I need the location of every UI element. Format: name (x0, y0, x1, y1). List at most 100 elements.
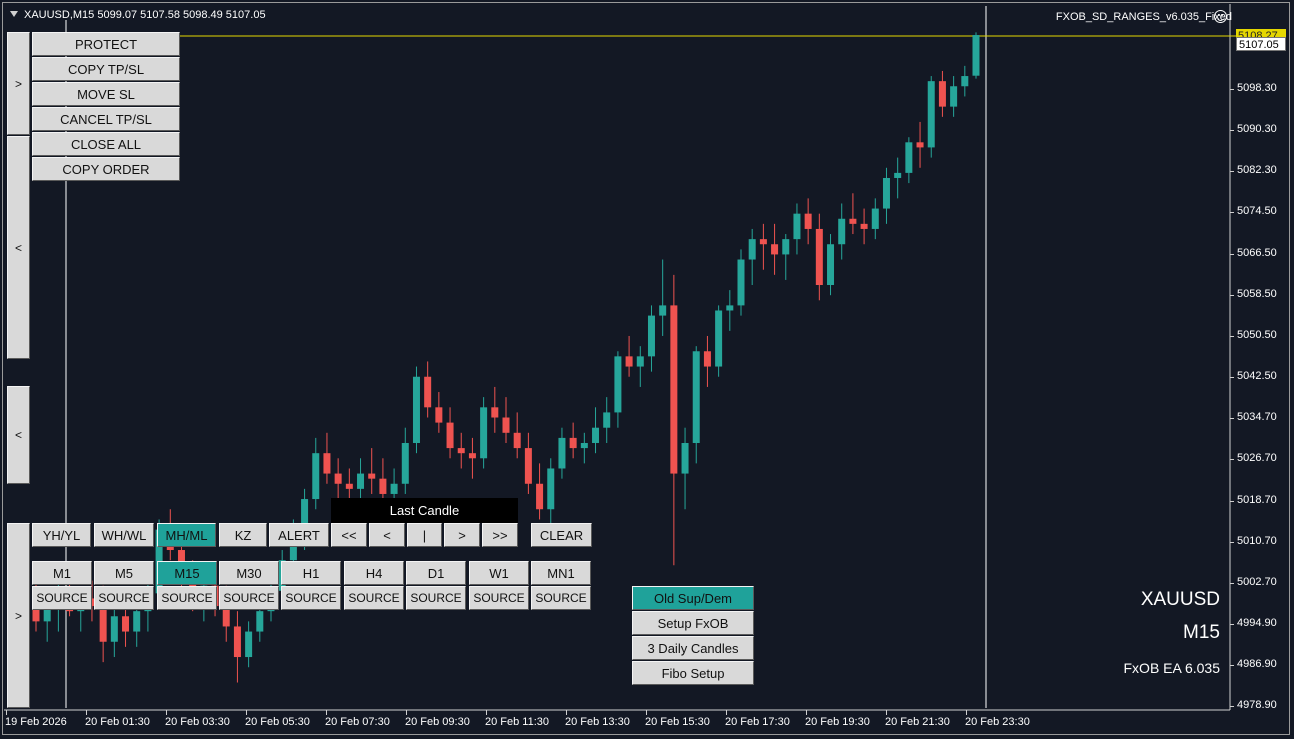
time-axis-tick (326, 710, 327, 715)
candle-body (312, 453, 320, 500)
price-axis-tick (1230, 171, 1234, 173)
candle (401, 427, 409, 494)
candle (670, 274, 678, 566)
first-candle-button[interactable]: << (331, 523, 367, 547)
candle-body (793, 213, 801, 240)
candle-body (110, 616, 118, 642)
time-axis-tick (6, 710, 7, 715)
prev-candle-button[interactable]: < (369, 523, 405, 547)
source-w1-button[interactable]: SOURCE (469, 586, 529, 610)
timeframe-m15-button[interactable]: M15 (157, 561, 217, 585)
collapse-triangle-icon[interactable] (10, 11, 18, 17)
price-axis-label: 5066.50 (1237, 246, 1277, 259)
clear-button[interactable]: CLEAR (531, 523, 592, 547)
source-m1-button[interactable]: SOURCE (32, 586, 92, 610)
smiley-face-icon (1214, 10, 1227, 23)
candle-body (938, 81, 946, 107)
last-candle-button[interactable]: >> (482, 523, 518, 547)
timeframe-h1-button[interactable]: H1 (281, 561, 341, 585)
side-toggle-upper[interactable]: < (7, 136, 30, 359)
source-m30-button[interactable]: SOURCE (219, 586, 279, 610)
price-axis-label: 5090.30 (1237, 123, 1277, 136)
protect-button[interactable]: PROTECT (32, 32, 180, 56)
timeframe-h4-button[interactable]: H4 (344, 561, 404, 585)
current-candle-button[interactable]: | (407, 523, 442, 547)
candle-body (737, 259, 745, 306)
price-axis-label: 5018.70 (1237, 493, 1277, 506)
setup-fxob-button[interactable]: Setup FxOB (632, 611, 754, 635)
source-h1-button[interactable]: SOURCE (281, 586, 341, 610)
candle-body (569, 437, 577, 449)
copy-tp-sl-button[interactable]: COPY TP/SL (32, 57, 180, 81)
last-candle-title: Last Candle (331, 498, 518, 523)
side-toggle-trade-panel[interactable]: > (7, 32, 30, 135)
close-all-button[interactable]: CLOSE ALL (32, 132, 180, 156)
candle-body (435, 407, 443, 423)
price-axis-label: 5050.50 (1237, 328, 1277, 341)
source-d1-button[interactable]: SOURCE (406, 586, 466, 610)
timeframe-d1-button[interactable]: D1 (406, 561, 466, 585)
timeframe-m5-button[interactable]: M5 (94, 561, 154, 585)
timeframe-w1-button[interactable]: W1 (469, 561, 529, 585)
candle (894, 157, 902, 199)
mh-ml-button[interactable]: MH/ML (157, 523, 216, 547)
candle (569, 422, 577, 459)
yh-yl-button[interactable]: YH/YL (32, 523, 91, 547)
candle (603, 397, 611, 443)
old-sup-dem-button[interactable]: Old Sup/Dem (632, 586, 754, 610)
cancel-tp-sl-button[interactable]: CANCEL TP/SL (32, 107, 180, 131)
price-axis-label: 5010.70 (1237, 534, 1277, 547)
time-axis-label: 20 Feb 05:30 (245, 716, 310, 728)
candle (827, 234, 835, 296)
source-m5-button[interactable]: SOURCE (94, 586, 154, 610)
price-axis-tick (1230, 130, 1234, 132)
copy-order-button[interactable]: COPY ORDER (32, 157, 180, 181)
timeframe-mn1-button[interactable]: MN1 (531, 561, 591, 585)
price-axis-label: 5058.50 (1237, 287, 1277, 300)
candle (480, 397, 488, 469)
timeframe-m1-button[interactable]: M1 (32, 561, 92, 585)
time-axis-label: 20 Feb 21:30 (885, 716, 950, 728)
candle (435, 392, 443, 433)
candle-body (827, 244, 835, 286)
candle-body (580, 442, 588, 449)
move-sl-button[interactable]: MOVE SL (32, 82, 180, 106)
price-axis-label: 5098.30 (1237, 82, 1277, 94)
symbol-header: XAUUSD,M15 5099.07 5107.58 5098.49 5107.… (10, 9, 266, 21)
candle-body (681, 442, 689, 474)
candle (636, 346, 644, 387)
timeframe-m30-button[interactable]: M30 (219, 561, 279, 585)
candle (357, 458, 365, 500)
candle (804, 198, 812, 245)
price-axis-tick (1230, 665, 1234, 667)
side-toggle-middle[interactable]: < (7, 386, 30, 484)
candle-body (804, 213, 812, 229)
watermark-ea: FxOB EA 6.035 (1123, 660, 1221, 676)
candle (502, 397, 510, 443)
wh-wl-button[interactable]: WH/WL (94, 523, 154, 547)
three-daily-candles-button[interactable]: 3 Daily Candles (632, 636, 754, 660)
side-toggle-lower[interactable]: > (7, 523, 30, 708)
alert-button[interactable]: ALERT (269, 523, 329, 547)
source-h4-button[interactable]: SOURCE (344, 586, 404, 610)
candle (457, 432, 465, 469)
next-candle-button[interactable]: > (444, 523, 480, 547)
source-m15-button[interactable]: SOURCE (157, 586, 217, 610)
candle (312, 437, 320, 510)
candle-body (412, 376, 420, 443)
kz-button[interactable]: KZ (219, 523, 267, 547)
time-axis-label: 20 Feb 07:30 (325, 716, 390, 728)
candle (659, 259, 667, 336)
candle-body (771, 244, 779, 255)
price-axis-tick (1230, 582, 1234, 584)
candle-body (871, 208, 879, 229)
fibo-setup-button[interactable]: Fibo Setup (632, 661, 754, 685)
candle-body (961, 76, 969, 87)
candle (726, 290, 734, 331)
candle (524, 432, 532, 494)
candle-body (905, 142, 913, 173)
candle (547, 458, 555, 530)
candle-body (625, 356, 633, 367)
source-mn1-button[interactable]: SOURCE (531, 586, 591, 610)
